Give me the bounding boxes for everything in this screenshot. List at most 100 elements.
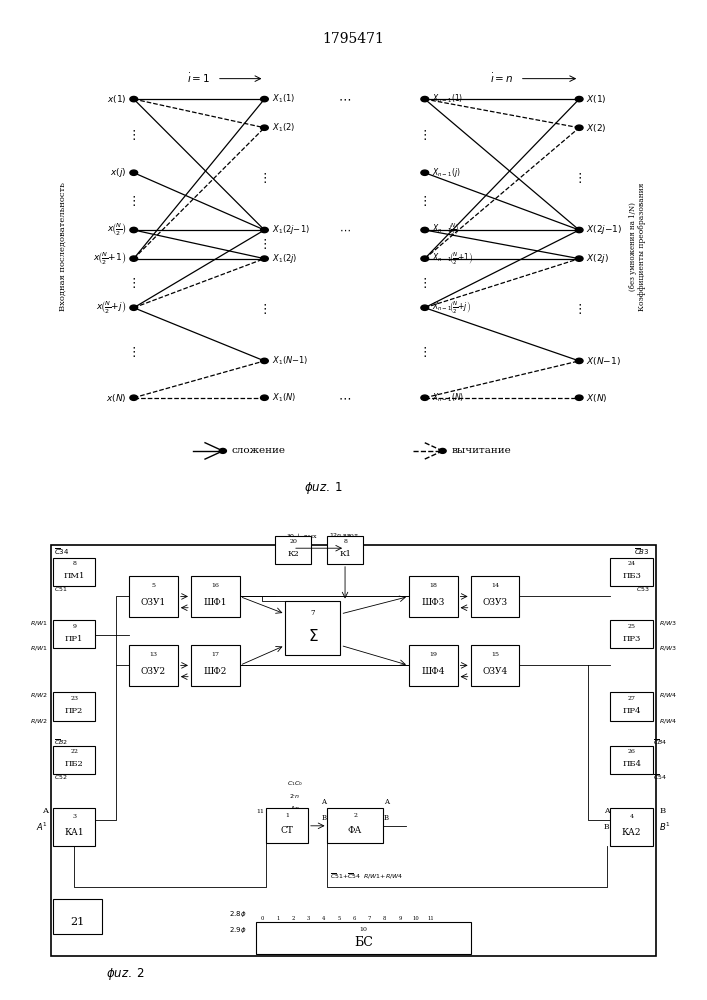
Text: ⋮: ⋮ (127, 346, 140, 359)
Text: ФА: ФА (348, 826, 362, 835)
Text: $X_{n-1}\!\!\left(\!\frac{N}{2}\!\right)$: $X_{n-1}\!\!\left(\!\frac{N}{2}\!\right)… (432, 222, 460, 238)
Text: $x(N)$: $x(N)$ (106, 392, 127, 404)
Text: $X(1)$: $X(1)$ (586, 93, 607, 105)
Text: ПБ3: ПБ3 (622, 572, 641, 580)
Circle shape (261, 395, 268, 400)
Text: $X(N)$: $X(N)$ (586, 392, 608, 404)
Text: ⋮: ⋮ (258, 238, 271, 251)
Circle shape (261, 358, 268, 364)
Bar (610, 558, 653, 586)
Text: $R/W2$: $R/W2$ (30, 691, 48, 699)
Text: ОЗУ1: ОЗУ1 (141, 598, 166, 607)
Bar (610, 808, 653, 846)
Text: ПР4: ПР4 (622, 707, 641, 715)
Text: $R/W3$: $R/W3$ (659, 619, 677, 627)
Text: $X_1(2j)$: $X_1(2j)$ (271, 252, 297, 265)
Bar (53, 692, 95, 721)
Text: $\overline{C}B2$: $\overline{C}B2$ (54, 738, 69, 747)
Text: $2{\cdot}n$: $2{\cdot}n$ (289, 792, 300, 800)
Text: 4: 4 (322, 916, 325, 921)
Bar (409, 576, 457, 617)
Text: $X_{n-1}\!\left(\!\frac{N}{2}\!+\!1\right)$: $X_{n-1}\!\left(\!\frac{N}{2}\!+\!1\righ… (432, 251, 474, 267)
Text: 6: 6 (353, 916, 356, 921)
Text: ⋮: ⋮ (419, 277, 431, 290)
Text: КА1: КА1 (64, 828, 84, 837)
Text: $X_{n-1}\!\left(\!\frac{N}{2}\!+\!j\right)$: $X_{n-1}\!\left(\!\frac{N}{2}\!+\!j\righ… (432, 300, 471, 316)
Bar (285, 601, 341, 655)
Text: ⋮: ⋮ (258, 303, 271, 316)
Text: ШФ1: ШФ1 (204, 598, 227, 607)
Text: 5: 5 (337, 916, 341, 921)
Bar (471, 645, 520, 686)
Text: 8: 8 (344, 539, 347, 544)
Text: $X_{n-1}(j)$: $X_{n-1}(j)$ (432, 166, 460, 179)
Circle shape (421, 395, 428, 400)
Text: 27: 27 (628, 696, 636, 701)
Text: 0: 0 (261, 916, 264, 921)
Text: $\cdots$: $\cdots$ (338, 391, 351, 404)
Text: B: B (384, 814, 389, 822)
Text: $R/W1$: $R/W1$ (30, 619, 48, 627)
Text: 7: 7 (310, 609, 315, 617)
Circle shape (261, 227, 268, 233)
Text: БС: БС (354, 936, 373, 949)
Text: $R/W1$: $R/W1$ (30, 644, 48, 652)
Text: сложение: сложение (232, 446, 286, 455)
Text: 7: 7 (368, 916, 371, 921)
Circle shape (575, 395, 583, 400)
Text: $2.9\phi$: $2.9\phi$ (228, 925, 246, 935)
Circle shape (130, 395, 138, 400)
Bar (266, 808, 308, 843)
Text: 8: 8 (383, 916, 387, 921)
Text: 25: 25 (628, 624, 636, 629)
Text: $x\!\left(\frac{N}{2}\right)$: $x\!\left(\frac{N}{2}\right)$ (107, 222, 127, 238)
Text: ШФ3: ШФ3 (421, 598, 445, 607)
Circle shape (130, 227, 138, 233)
Text: ⋮: ⋮ (419, 129, 431, 142)
Text: $X(2)$: $X(2)$ (586, 122, 607, 134)
Circle shape (130, 170, 138, 175)
Text: 18: 18 (429, 583, 437, 588)
Bar (327, 808, 382, 843)
Text: 1: 1 (276, 916, 279, 921)
Circle shape (219, 448, 226, 453)
Text: $A^1$: $A^1$ (36, 821, 48, 833)
Text: $\overline{C}51$: $\overline{C}51$ (54, 584, 68, 594)
Text: 11: 11 (427, 916, 434, 921)
Circle shape (421, 256, 428, 261)
Text: ⋮: ⋮ (419, 346, 431, 359)
Text: ⋮: ⋮ (573, 172, 585, 185)
Circle shape (575, 96, 583, 102)
Text: 5: 5 (151, 583, 156, 588)
Text: ОЗУ3: ОЗУ3 (482, 598, 508, 607)
Circle shape (421, 227, 428, 233)
Text: $\overline{C}53$: $\overline{C}53$ (636, 584, 650, 594)
Bar (191, 576, 240, 617)
Text: ⋮: ⋮ (258, 172, 271, 185)
Text: Коэффициенты преобразования: Коэффициенты преобразования (638, 182, 645, 311)
Bar (471, 576, 520, 617)
Text: 15: 15 (491, 652, 499, 657)
Text: вычитание: вычитание (452, 446, 511, 455)
Text: ПБ4: ПБ4 (622, 760, 641, 768)
Text: $30\downarrow$ вых: $30\downarrow$ вых (286, 532, 317, 540)
Text: $X_1(2j{-}1)$: $X_1(2j{-}1)$ (271, 224, 310, 236)
Text: $X_1(N{-}1)$: $X_1(N{-}1)$ (271, 355, 308, 367)
Bar (191, 645, 240, 686)
Text: A: A (321, 798, 326, 806)
Text: $\cdots$: $\cdots$ (338, 93, 351, 106)
Text: $\overline{C}51{+}\overline{C}54\;\;R/W1{+}R/W4$: $\overline{C}51{+}\overline{C}54\;\;R/W1… (330, 871, 403, 881)
Bar (276, 536, 311, 564)
Bar (53, 620, 95, 648)
Text: $X_1(1)$: $X_1(1)$ (271, 93, 295, 105)
Circle shape (439, 448, 446, 453)
Text: $\overline{C}52$: $\overline{C}52$ (54, 772, 68, 782)
Text: ⋮: ⋮ (127, 195, 140, 208)
Circle shape (130, 305, 138, 310)
Circle shape (261, 256, 268, 261)
Text: 3: 3 (307, 916, 310, 921)
Bar (610, 692, 653, 721)
Bar (409, 645, 457, 686)
Text: $\overline{C}54$: $\overline{C}54$ (653, 772, 667, 782)
Circle shape (421, 305, 428, 310)
